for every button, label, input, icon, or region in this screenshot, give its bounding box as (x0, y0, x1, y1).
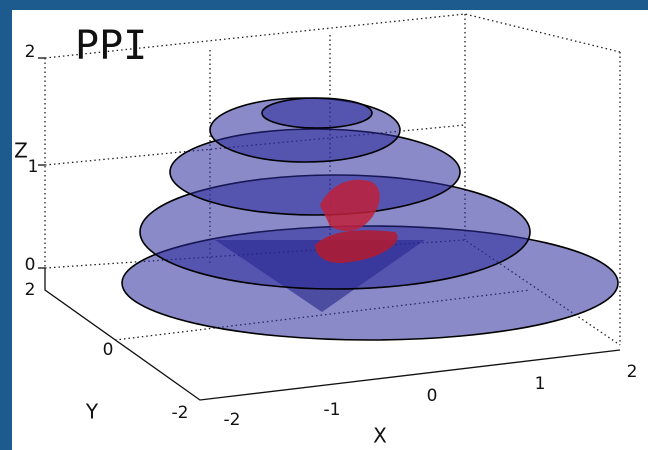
x-tick-label: -1 (324, 400, 341, 420)
y-tick-label: -2 (172, 403, 189, 423)
scan-disk (261, 97, 373, 129)
radar-scans (121, 97, 619, 341)
x-tick-label: 0 (427, 386, 438, 406)
z-axis-label: Z (14, 139, 28, 163)
y-tick-label: 0 (103, 340, 114, 360)
x-axis-label: X (373, 424, 387, 448)
y-axis-label: Y (85, 400, 99, 424)
echo (320, 179, 380, 232)
x-tick-label: 1 (535, 374, 546, 394)
chart-title: PPI (75, 23, 147, 69)
z-tick-label: 2 (25, 42, 36, 62)
z-tick-label: 0 (25, 255, 36, 275)
y-tick-label: 2 (25, 280, 36, 300)
x-tick-label: -2 (224, 410, 241, 430)
x-tick-label: 2 (627, 362, 638, 382)
echo (315, 230, 398, 264)
z-tick-label: 1 (28, 157, 39, 177)
